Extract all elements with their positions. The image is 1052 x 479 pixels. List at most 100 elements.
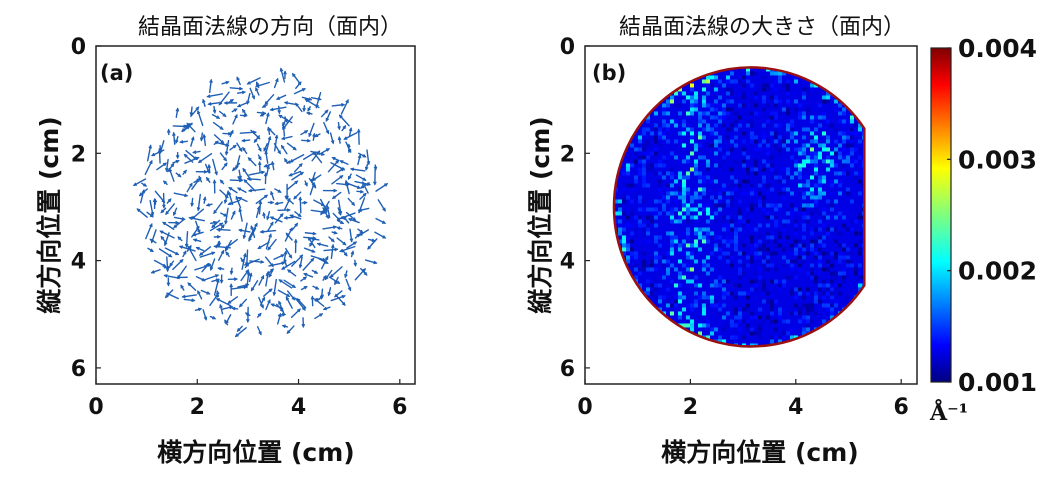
heat-cell	[701, 203, 706, 208]
vector-arrowhead	[245, 262, 250, 267]
heat-cell	[833, 163, 838, 168]
heat-cell	[641, 167, 646, 172]
heat-cell	[701, 119, 706, 124]
heat-cell	[673, 279, 678, 284]
vector-arrowhead	[220, 224, 225, 229]
vector-arrowhead	[340, 220, 345, 224]
heat-cell	[745, 111, 750, 116]
vector-arrowhead	[309, 242, 313, 247]
vector-arrowhead	[340, 103, 346, 107]
heat-cell	[717, 339, 722, 344]
vector-arrowhead	[191, 298, 196, 303]
vector-arrow	[260, 229, 277, 233]
heat-cell	[761, 195, 766, 200]
heat-cell	[817, 151, 822, 156]
heat-cell	[677, 271, 682, 276]
heat-cell	[833, 107, 838, 112]
heat-cell	[785, 91, 790, 96]
heat-cell	[809, 303, 814, 308]
heat-cell	[757, 203, 762, 208]
heat-cell	[661, 263, 666, 268]
heat-cell	[721, 239, 726, 244]
heat-cell	[653, 135, 658, 140]
heat-cell	[689, 151, 694, 156]
heat-cell	[669, 119, 674, 124]
heat-cell	[781, 187, 786, 192]
heat-cell	[777, 223, 782, 228]
heat-cell	[657, 183, 662, 188]
vector-arrowhead	[297, 213, 302, 218]
heat-cell	[845, 119, 850, 124]
heat-cell	[757, 307, 762, 312]
vector-arrow	[312, 174, 322, 181]
vector-arrowhead	[304, 130, 309, 134]
vector-arrowhead	[212, 109, 217, 114]
vector-arrowhead	[259, 229, 264, 234]
heat-cell	[717, 275, 722, 280]
vector-arrowhead	[298, 163, 303, 167]
vector-arrow	[191, 178, 201, 190]
heat-cell	[801, 243, 806, 248]
heat-cell	[733, 79, 738, 84]
vector-arrow	[207, 102, 220, 105]
vector-arrowhead	[292, 146, 297, 151]
heat-cell	[785, 147, 790, 152]
heat-cell	[725, 323, 730, 328]
vector-arrowhead	[324, 255, 329, 260]
vector-arrow	[172, 259, 184, 271]
heat-cell	[809, 119, 814, 124]
heat-cell	[613, 219, 618, 224]
heat-cell	[849, 163, 854, 168]
vector-arrowhead	[169, 262, 173, 267]
vector-arrow	[278, 279, 293, 289]
heat-cell	[793, 275, 798, 280]
heat-cell	[689, 147, 694, 152]
heat-cell	[817, 271, 822, 276]
vector-arrow	[256, 143, 262, 152]
heat-cell	[725, 235, 730, 240]
heat-cell	[809, 151, 814, 156]
vector-arrowhead	[152, 197, 157, 203]
heat-cell	[685, 255, 690, 260]
vector-arrow	[238, 229, 251, 233]
vector-arrowhead	[282, 122, 286, 127]
vector-arrowhead	[356, 185, 362, 189]
vector-arrowhead	[219, 279, 224, 284]
heat-cell	[745, 239, 750, 244]
heat-cell	[729, 79, 734, 84]
vector-arrow	[343, 132, 358, 140]
heat-cell	[697, 295, 702, 300]
heat-cell	[773, 299, 778, 304]
heat-cell	[681, 323, 686, 328]
heat-cell	[789, 311, 794, 316]
heat-cell	[697, 131, 702, 136]
vector-arrow	[329, 266, 343, 278]
vector-arrow	[173, 216, 186, 220]
vector-arrowhead	[281, 124, 286, 129]
vector-arrowhead	[312, 231, 317, 236]
vector-arrowhead	[184, 193, 189, 198]
heat-cell	[765, 239, 770, 244]
heat-cell	[777, 307, 782, 312]
heat-cell	[845, 207, 850, 212]
heat-cell	[725, 135, 730, 140]
vector-arrow	[255, 87, 260, 96]
vector-arrow	[308, 122, 315, 137]
heat-cell	[693, 99, 698, 104]
heat-cell	[733, 315, 738, 320]
vector-arrowhead	[212, 315, 217, 320]
vector-arrowhead	[308, 97, 313, 101]
heat-cell	[849, 151, 854, 156]
heat-cell	[669, 175, 674, 180]
heat-cell	[721, 295, 726, 300]
vector-arrowhead	[382, 235, 387, 239]
vector-arrow	[185, 231, 189, 248]
vector-arrow	[218, 91, 230, 106]
heat-cell	[749, 227, 754, 232]
heat-cell	[833, 211, 838, 216]
heat-cell	[681, 239, 686, 244]
heat-cell	[777, 315, 782, 320]
vector-arrow	[201, 263, 210, 273]
heat-cell	[825, 227, 830, 232]
